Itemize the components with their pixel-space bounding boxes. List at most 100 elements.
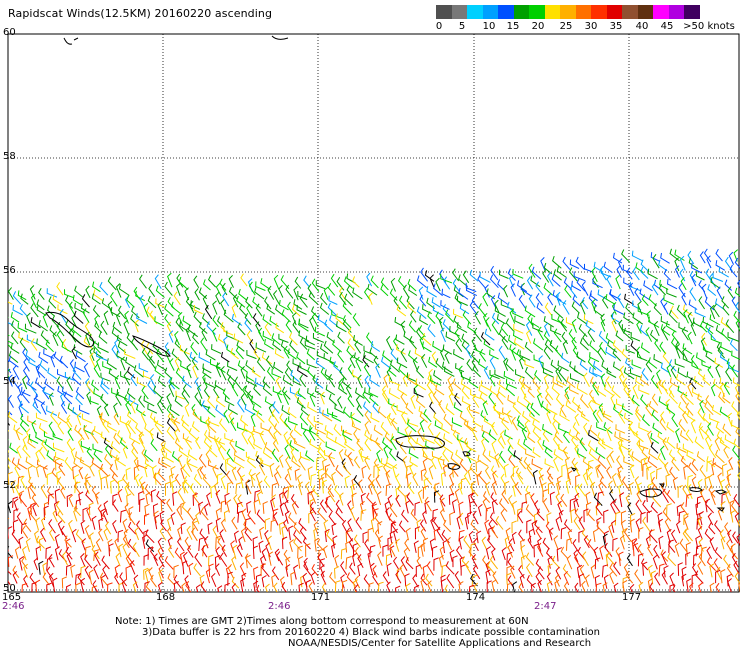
wind-barb <box>293 537 302 552</box>
wind-barb <box>206 321 216 335</box>
wind-barb <box>623 367 635 380</box>
wind-barb <box>551 555 561 569</box>
wind-barb <box>275 304 285 317</box>
wind-barb <box>176 505 184 521</box>
wind-barb <box>454 570 462 585</box>
wind-barb <box>220 518 227 533</box>
wind-barb <box>520 544 526 560</box>
wind-barb <box>719 406 730 419</box>
wind-barb <box>353 475 361 488</box>
wind-barb <box>231 313 243 326</box>
wind-barb <box>414 348 425 359</box>
wind-barb <box>202 313 210 325</box>
wind-barb <box>602 533 608 549</box>
wind-barb <box>461 556 470 569</box>
wind-barb <box>675 374 686 386</box>
wind-barb <box>730 501 739 515</box>
wind-barb <box>491 579 497 592</box>
wind-barb <box>101 298 112 311</box>
wind-barb <box>477 274 486 289</box>
wind-barb <box>10 343 20 354</box>
wind-barb <box>10 480 16 494</box>
wind-barb <box>588 293 598 307</box>
legend-swatch <box>467 5 483 19</box>
wind-barb <box>618 319 625 334</box>
wind-barb <box>485 317 492 332</box>
wind-barb <box>543 322 550 337</box>
wind-barb <box>186 457 198 469</box>
wind-barb <box>57 304 68 315</box>
wind-barb <box>226 344 236 356</box>
wind-barb <box>217 316 225 329</box>
wind-barb <box>294 390 303 405</box>
wind-barb <box>0 539 1 552</box>
wind-barb <box>278 454 284 468</box>
wind-barb <box>507 436 514 450</box>
wind-barb <box>449 511 455 526</box>
wind-barb <box>167 297 175 310</box>
wind-barb <box>287 348 297 360</box>
wind-barb <box>244 527 253 542</box>
wind-barb <box>702 316 714 328</box>
wind-barb <box>305 481 311 496</box>
wind-barb <box>94 551 101 566</box>
wind-barb <box>579 437 588 452</box>
wind-barb <box>438 400 446 414</box>
wind-barb <box>36 338 48 350</box>
wind-barb <box>684 527 693 542</box>
wind-barb <box>714 437 721 451</box>
wind-barb <box>213 482 219 496</box>
wind-barb <box>270 497 276 512</box>
wind-barb <box>57 421 65 435</box>
wind-barb <box>167 536 173 550</box>
wind-barb <box>94 314 100 328</box>
wind-barb <box>149 427 154 441</box>
wind-barb <box>347 451 354 467</box>
wind-barb <box>388 448 397 462</box>
wind-barb <box>14 483 21 498</box>
wind-barb <box>202 363 212 374</box>
wind-barb <box>265 542 271 558</box>
wind-barb <box>588 366 598 378</box>
wind-barb <box>538 474 544 489</box>
wind-barb <box>227 361 238 371</box>
wind-barb <box>574 508 582 521</box>
wind-barb <box>293 530 302 544</box>
island-outline <box>716 507 725 512</box>
wind-barb <box>131 306 140 319</box>
wind-barb <box>324 464 331 478</box>
wind-barb <box>400 411 407 425</box>
wind-barb <box>369 434 381 446</box>
wind-barb <box>17 322 28 333</box>
wind-barb <box>452 378 462 390</box>
wind-barb <box>578 530 584 543</box>
wind-barb <box>545 386 554 401</box>
wind-barb <box>335 313 345 326</box>
wind-barb <box>35 449 40 463</box>
wind-barb <box>251 366 261 378</box>
wind-barb <box>460 378 471 390</box>
wind-barb <box>482 292 489 307</box>
wind-barb <box>305 543 311 557</box>
wind-barb <box>408 448 419 459</box>
wind-barb <box>350 483 356 497</box>
wind-barb <box>91 515 97 530</box>
wind-barb <box>291 304 301 317</box>
wind-barb <box>427 422 434 436</box>
wind-barb <box>154 420 163 435</box>
wind-barb <box>610 394 617 410</box>
wind-barb <box>309 498 315 512</box>
wind-barb <box>178 276 189 290</box>
wind-barb <box>208 563 214 577</box>
wind-barb <box>500 508 507 522</box>
wind-barb <box>453 402 463 413</box>
wind-barb <box>32 400 42 414</box>
wind-barb <box>406 472 412 488</box>
wind-barb <box>273 430 279 445</box>
wind-barb <box>452 308 463 319</box>
wind-barb <box>369 562 375 576</box>
wind-barb <box>491 312 500 325</box>
wind-barb <box>609 563 618 577</box>
wind-barb <box>161 457 171 468</box>
wind-barb <box>182 479 188 494</box>
